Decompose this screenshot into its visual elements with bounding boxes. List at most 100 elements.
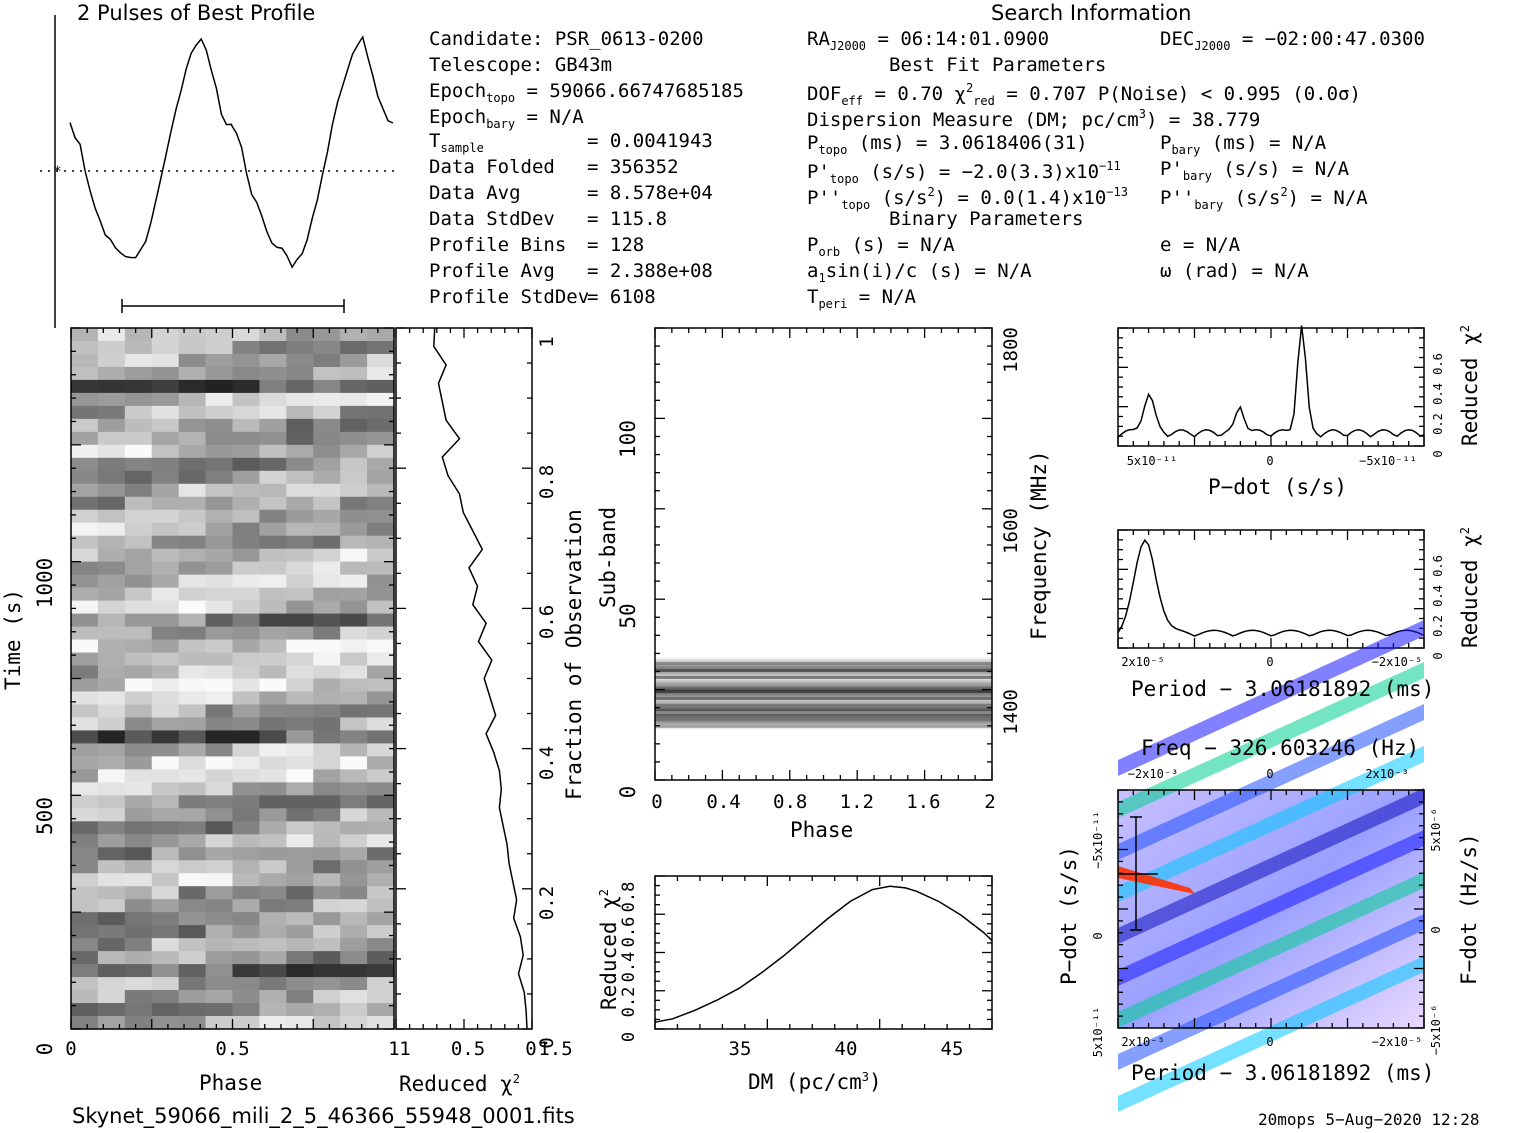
time-phase-cell: [286, 353, 314, 368]
time-phase-cell: [286, 483, 314, 498]
time-phase-cell: [205, 860, 234, 874]
time-phase-cell: [340, 795, 368, 809]
time-phase-cell: [71, 600, 99, 615]
time-phase-cell: [313, 873, 341, 887]
pdot-ytick-label: 0.6: [1431, 353, 1445, 375]
data-folded-value: = 356352: [587, 156, 679, 178]
time-phase-cell: [232, 977, 261, 991]
time-phase-cell: [205, 847, 234, 861]
time-phase-cell: [367, 600, 395, 615]
time-phase-cell: [340, 392, 368, 407]
time-phase-cell: [97, 626, 126, 641]
time-phase-cell: [151, 366, 180, 381]
time-phase-cell: [71, 522, 99, 537]
time-phase-cell: [124, 769, 153, 783]
time-phase-cell: [151, 522, 180, 537]
time-phase-cell: [367, 535, 395, 550]
dm-xlabel-text: DM (pc/cm: [748, 1070, 862, 1094]
time-phase-cell: [232, 990, 261, 1004]
time-phase-cell: [286, 678, 314, 693]
time-phase-cell: [340, 704, 368, 719]
time-phase-cell: [205, 730, 234, 745]
time-phase-cell: [178, 639, 207, 654]
time-phase-cell: [232, 756, 261, 770]
time-phase-cell: [367, 379, 395, 394]
period-xtick-label: 0: [1266, 655, 1274, 669]
subband-ytick-label: 50: [616, 602, 640, 629]
time-phase-cell: [124, 860, 153, 874]
time-phase-cell: [151, 769, 180, 783]
time-phase-cell: [259, 418, 287, 433]
epoch-bary-sub: bary: [486, 117, 516, 131]
time-phase-cell: [97, 782, 126, 796]
time-phase-cell: [124, 548, 153, 563]
time-phase-cell: [340, 977, 368, 991]
candidate-label: Candidate: PSR_0613-0200: [429, 28, 704, 50]
time-phase-cell: [151, 340, 180, 355]
time-phase-cell: [124, 873, 153, 887]
time-phase-cell: [124, 587, 153, 602]
time-phase-cell: [259, 938, 287, 952]
time-phase-cell: [259, 977, 287, 991]
dm-ylabel-sup: 2: [597, 888, 611, 897]
time-phase-cell: [367, 756, 395, 770]
time-phase-cell: [367, 496, 395, 511]
time-phase-cell: [232, 1003, 261, 1017]
time-phase-cell: [367, 886, 395, 900]
time-phase-cell: [367, 834, 395, 848]
tsample-t: T: [429, 130, 441, 152]
footer-filename: Skynet_59066_mili_2_5_46366_55948_0001.f…: [72, 1104, 575, 1128]
time-phase-cell: [97, 938, 126, 952]
time-phase-cell: [340, 431, 368, 446]
pp-band: [1118, 956, 1424, 1112]
time-phase-cell: [97, 431, 126, 446]
time-phase-cell: [71, 795, 99, 809]
time-phase-cell: [205, 587, 234, 602]
epoch-bary-value: = N/A: [515, 106, 584, 128]
time-phase-cell: [71, 730, 99, 745]
time-phase-cell: [151, 977, 180, 991]
fraction-tick-label: 0.4: [536, 745, 558, 780]
time-phase-cell: [313, 639, 341, 654]
time-phase-cell: [313, 561, 341, 576]
pp-band: [1118, 662, 1424, 818]
time-phase-cell: [367, 769, 395, 783]
time-phase-cell: [340, 483, 368, 498]
time-phase-cell: [259, 483, 287, 498]
time-phase-cell: [71, 626, 99, 641]
profile-title: 2 Pulses of Best Profile: [77, 1, 316, 25]
subband-xtick-label: 1.2: [839, 791, 874, 813]
time-phase-cell: [286, 977, 314, 991]
time-phase-cell: [259, 613, 287, 628]
p-bary: Pbary (ms) = N/A: [1160, 134, 1326, 157]
time-phase-cell: [340, 860, 368, 874]
dof-label: DOF: [807, 83, 842, 105]
profile-avg-value: = 2.388e+08: [587, 260, 713, 282]
epoch-bary: Epochbary = N/A: [429, 106, 584, 131]
time-phase-cell: [286, 392, 314, 407]
time-phase-cell: [178, 964, 207, 978]
time-phase-cell: [313, 1016, 341, 1030]
time-phase-cell: [313, 379, 341, 394]
time-phase-cell: [124, 717, 153, 732]
time-phase-cell: [124, 574, 153, 589]
time-phase-cell: [151, 860, 180, 874]
time-phase-cell: [367, 1016, 395, 1030]
subband-ticks: [654, 327, 993, 781]
time-phase-cell: [367, 470, 395, 485]
profile-bins-label: Profile Bins: [429, 234, 567, 256]
time-phase-cell: [340, 535, 368, 550]
time-phase-cell: [151, 730, 180, 745]
time-phase-cell: [151, 782, 180, 796]
time-phase-cell: [340, 652, 368, 667]
pp-ytick-label: 5x10⁻¹¹: [1091, 1006, 1105, 1058]
time-phase-cell: [367, 691, 395, 706]
time-phase-cell: [71, 717, 99, 732]
pdbary-value: (s/s) = N/A: [1211, 158, 1350, 180]
time-phase-cell: [367, 925, 395, 939]
pdot-ytick-label: 0: [1431, 450, 1445, 458]
time-phase-cell: [124, 431, 153, 446]
time-phase-cell: [286, 444, 314, 459]
time-phase-cell: [286, 1003, 314, 1017]
time-phase-cell: [313, 340, 341, 355]
